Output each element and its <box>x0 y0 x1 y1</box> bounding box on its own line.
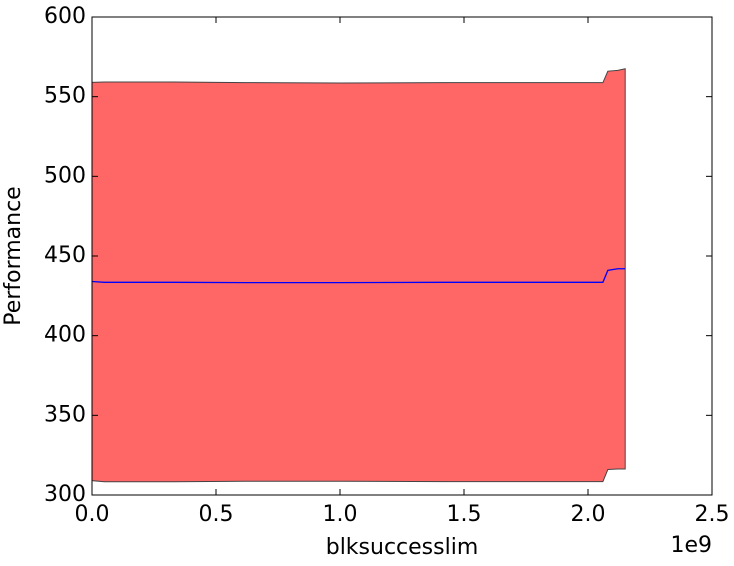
y-tick-label: 550 <box>44 84 86 109</box>
x-tick-label: 0.0 <box>75 502 110 527</box>
band <box>91 68 626 483</box>
line <box>91 268 626 284</box>
x-offset-label: 1e9 <box>670 533 712 558</box>
y-tick-label: 350 <box>44 402 86 427</box>
x-tick-label: 1.0 <box>323 502 358 527</box>
y-tick-label: 450 <box>44 243 86 268</box>
y-tick-label: 300 <box>44 482 86 507</box>
x-tick-label: 2.5 <box>695 502 730 527</box>
x-tick-label: 1.5 <box>447 502 482 527</box>
y-tick-label: 600 <box>44 4 86 29</box>
y-tick-label: 500 <box>44 163 86 188</box>
y-tick-label: 400 <box>44 323 86 348</box>
x-axis-label: blksuccesslim <box>326 535 479 560</box>
x-tick-label: 2.0 <box>571 502 606 527</box>
x-tick-label: 0.5 <box>199 502 234 527</box>
y-axis-label: Performance <box>1 186 26 325</box>
